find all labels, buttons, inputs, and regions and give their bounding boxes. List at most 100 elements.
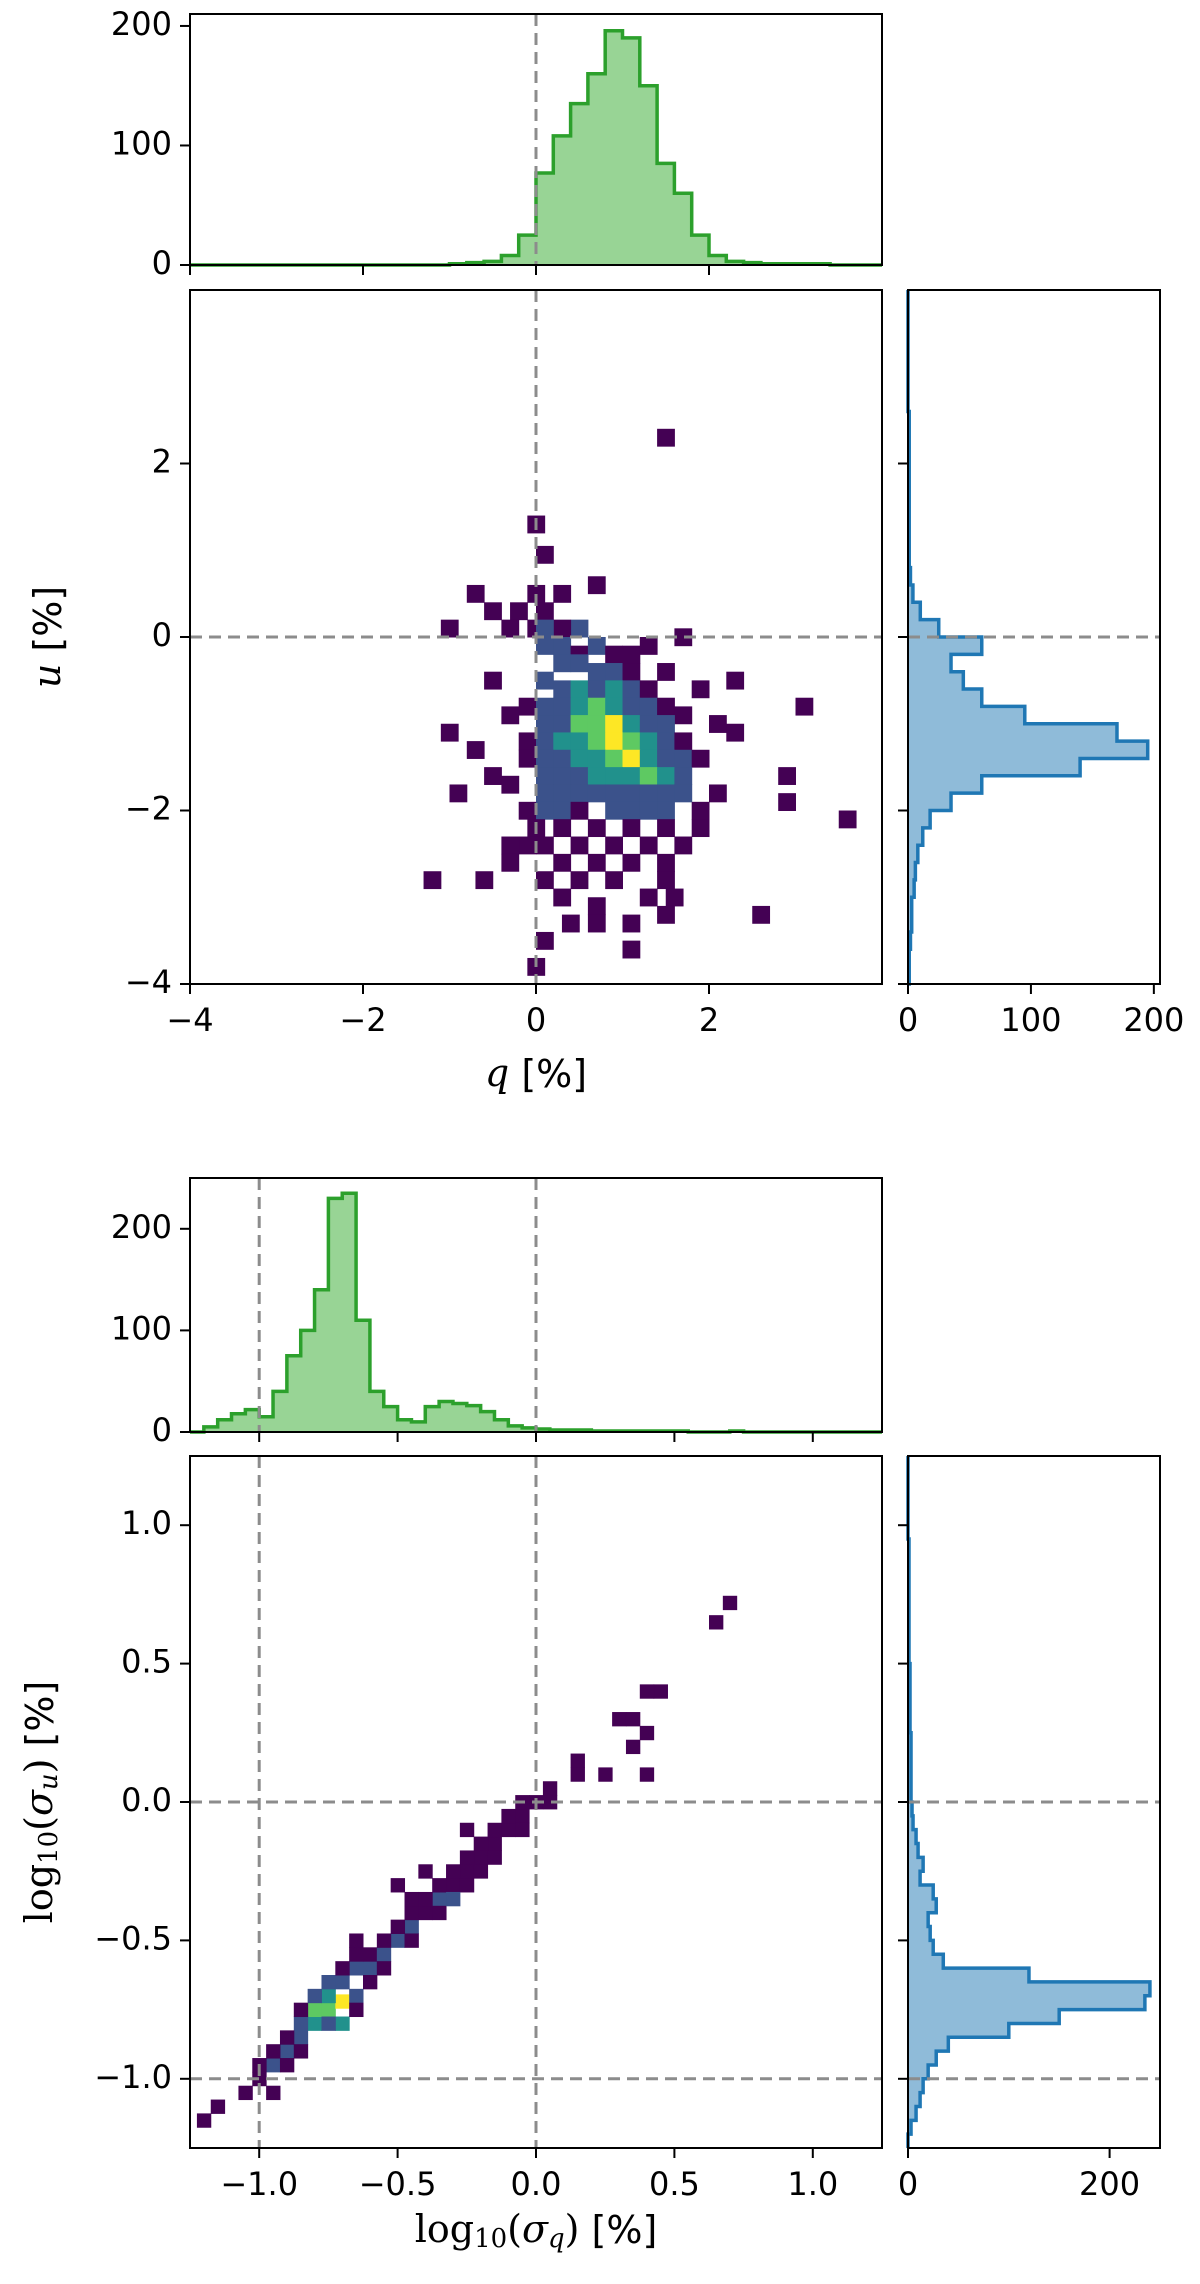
- panel2-right-hist-bar: [908, 1968, 1029, 1982]
- panel1-heatmap-cell: [553, 680, 572, 699]
- panel2-heatmap-cell: [487, 1850, 502, 1865]
- panel1-heatmap-cell: [674, 732, 693, 751]
- panel1-heatmap-cell: [518, 732, 537, 751]
- panel1-heatmap-cell: [484, 767, 502, 785]
- panel2-top-hist-bar: [467, 1406, 481, 1432]
- panel2-right-hist-x-tick-label: 200: [1079, 2165, 1140, 2203]
- panel1-heatmap-cell: [657, 732, 675, 751]
- panel2-heatmap-cell: [404, 1933, 419, 1948]
- panel2-heatmap-cell: [390, 1933, 406, 1948]
- panel2-heatmap-cell: [432, 1891, 447, 1907]
- panel2-heatmap-cell: [349, 1947, 364, 1962]
- panel1-heatmap-cell: [518, 836, 537, 855]
- panel1-heatmap-cell: [657, 801, 675, 820]
- panel2-heatmap-cell: [321, 2002, 336, 2018]
- panel1-heatmap-cell: [587, 749, 606, 768]
- panel1-right-hist-bar: [908, 863, 915, 880]
- panel2-heatmap-cell: [390, 1878, 406, 1893]
- panel1-heatmap-cell: [553, 853, 572, 872]
- panel1-heatmap-cell: [657, 767, 675, 785]
- panel2-heatmap-cell: [515, 1808, 530, 1824]
- panel2-right-hist-bar: [908, 1982, 1150, 1996]
- panel2-y-tick-label: 0.5: [121, 1643, 172, 1681]
- panel1-heatmap-cell: [536, 671, 554, 690]
- panel2-top-hist-y-tick-label: 100: [111, 1309, 172, 1347]
- panel1-heatmap-cell: [587, 732, 606, 751]
- panel1-heatmap-cell: [561, 914, 580, 933]
- panel1-heatmap-cell: [752, 905, 771, 924]
- panel2-heatmap-cell: [473, 1836, 489, 1851]
- panel2-heatmap-cell: [376, 1961, 392, 1976]
- panel1-heatmap-cell: [605, 663, 623, 681]
- panel1-heatmap-cell: [570, 767, 589, 785]
- panel1-heatmap-cell: [553, 697, 572, 716]
- panel2-right-hist-bar: [908, 1954, 943, 1968]
- panel2-heatmap-cell: [293, 2016, 309, 2031]
- panel1-heatmap-cell: [605, 645, 623, 664]
- panel1-heatmap-cell: [639, 637, 658, 655]
- panel1-top-hist-y-tick-label: 100: [111, 124, 172, 162]
- panel2-heatmap-cell: [570, 1753, 585, 1768]
- panel1-heatmap-cell: [587, 697, 606, 716]
- panel1-heatmap-cell: [466, 584, 485, 603]
- panel1-heatmap-cell: [536, 619, 554, 638]
- panel2-top-hist-bar: [342, 1193, 356, 1432]
- panel1-heatmap-cell: [518, 749, 537, 768]
- panel1-top-hist-bar: [605, 31, 622, 265]
- panel1-heatmap-cell: [622, 914, 641, 933]
- panel1-right-hist-x-tick-label: 0: [898, 1001, 918, 1039]
- panel1-heatmap-cell: [536, 871, 554, 890]
- panel1-heatmap-cell: [838, 810, 857, 829]
- panel1-heatmap-cell: [605, 732, 623, 751]
- panel2-top-hist-bar: [398, 1420, 412, 1432]
- panel1-heatmap-cell: [657, 871, 675, 890]
- panel1-heatmap-cell: [657, 663, 675, 681]
- panel2-heatmap-cell: [653, 1684, 668, 1699]
- panel2-heatmap-cell: [390, 1919, 406, 1934]
- panel1-heatmap-cell: [622, 645, 641, 664]
- panel1-heatmap-cell: [691, 801, 710, 820]
- panel2-heatmap-cell: [459, 1850, 475, 1865]
- panel1-top-hist-bar: [692, 235, 709, 265]
- panel1-heatmap-cell: [639, 888, 658, 907]
- panel1-heatmap-cell: [639, 836, 658, 855]
- panel1-heatmap-cell: [501, 836, 520, 855]
- panel2-right-hist-bar: [908, 1899, 936, 1913]
- panel2-heatmap-cell: [363, 1975, 378, 1990]
- panel2-right-hist-fill: [908, 1456, 1150, 2148]
- panel1-heatmap-cell: [553, 767, 572, 785]
- panel1-heatmap-cell: [657, 715, 675, 733]
- panel2-heatmap-cell: [363, 1961, 378, 1976]
- panel2-y-tick-label: 1.0: [121, 1504, 172, 1542]
- panel2-top-hist-fill: [190, 1193, 882, 1432]
- panel1-heatmap-cell: [536, 749, 554, 768]
- panel2-heatmap-cell: [404, 1891, 419, 1907]
- panel1-heatmap-cell: [440, 619, 459, 638]
- panel1-heatmap-cell: [657, 428, 675, 447]
- panel2-heatmap-cell: [542, 1795, 558, 1810]
- panel1-top-hist-bar: [709, 255, 726, 265]
- panel2-heatmap-cell: [321, 1988, 336, 2004]
- panel1-heatmap-cell: [657, 905, 675, 924]
- panel1-heatmap-cell: [639, 749, 658, 768]
- panel1-heatmap-cell: [691, 749, 710, 768]
- panel1-heatmap-cell: [605, 749, 623, 768]
- panel2-heatmap-cell: [542, 1781, 558, 1796]
- panel1-top-hist-bar: [640, 86, 657, 265]
- panel2-right-hist-bar: [908, 1830, 916, 1844]
- panel2-heatmap-cell: [625, 1712, 641, 1727]
- panel2-heatmap-cell: [625, 1739, 641, 1755]
- panel2-top-hist-bar: [356, 1320, 370, 1432]
- panel1-heatmap-cell: [440, 723, 459, 742]
- panel1-heatmap-cell: [587, 715, 606, 733]
- panel2-y-tick-label: −0.5: [94, 1919, 172, 1957]
- panel1-heatmap-cell: [553, 749, 572, 768]
- panel1-right-hist-bar: [908, 637, 982, 654]
- panel1-top-hist-bar: [623, 38, 640, 265]
- panel2-heatmap-cell: [238, 2085, 253, 2101]
- panel1-heatmap-cell: [778, 793, 796, 811]
- panel1-heatmap-cell: [536, 784, 554, 803]
- panel2-right-hist-bar: [908, 1913, 928, 1927]
- panel1-heatmap-cell: [622, 784, 641, 803]
